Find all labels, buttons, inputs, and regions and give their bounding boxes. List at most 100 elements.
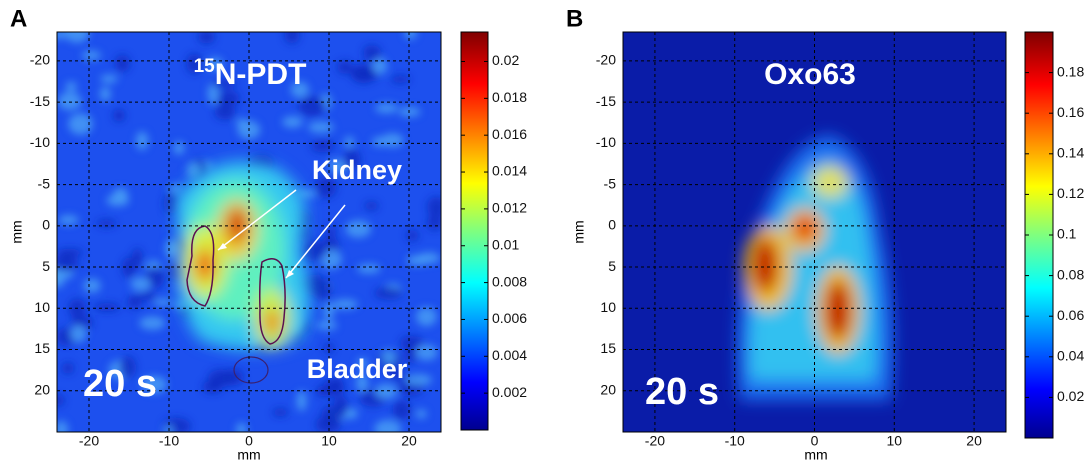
speckle [374, 383, 398, 400]
speckle [163, 192, 179, 214]
speckle [382, 349, 397, 366]
speckle [311, 139, 334, 153]
speckle [415, 344, 438, 361]
x-tick-label: 20 [966, 433, 982, 449]
panel-title: Oxo63 [764, 58, 856, 91]
speckle [374, 286, 403, 300]
speckle [186, 53, 203, 74]
x-tick-label: -20 [645, 433, 665, 449]
colorbar-tick-label: 0.004 [492, 347, 527, 363]
speckle [315, 415, 341, 432]
speckle [70, 324, 87, 343]
speckle [217, 90, 240, 107]
speckle [346, 408, 358, 419]
y-tick-label: 5 [608, 258, 616, 274]
colorbar-tick-label: 0.002 [492, 384, 527, 400]
speckle [65, 81, 77, 92]
speckle [139, 316, 166, 330]
speckle [214, 103, 236, 120]
speckle [320, 248, 342, 270]
speckle [282, 116, 303, 128]
speckle [207, 82, 219, 105]
speckle [138, 291, 157, 301]
speckle [315, 176, 337, 198]
x-tick-label: 10 [321, 433, 337, 449]
speckle [390, 75, 410, 84]
speckle [399, 335, 424, 351]
y-tick-label: -5 [38, 175, 51, 191]
speckle [427, 196, 441, 218]
colorbar-tick-label: 0.02 [492, 52, 519, 68]
speckle [352, 66, 380, 82]
speckle [81, 50, 101, 61]
colorbar-tick-label: 0.02 [1057, 388, 1084, 404]
speckle [121, 257, 137, 278]
speckle [357, 357, 368, 370]
speckle [356, 373, 369, 393]
speckle [374, 419, 402, 432]
speckle [272, 408, 289, 417]
annotation: Kidney [312, 155, 402, 185]
speckle [337, 60, 353, 74]
speckle [345, 220, 372, 238]
y-tick-label: -5 [604, 175, 617, 191]
y-tick-label: -20 [30, 52, 50, 68]
speckle [208, 369, 233, 388]
speckle [119, 356, 136, 379]
speckle [325, 226, 337, 237]
x-tick-label: -20 [79, 433, 99, 449]
speckle [300, 240, 326, 262]
colorbar-tick-label: 0.012 [492, 200, 527, 216]
speckle [57, 420, 69, 432]
y-tick-label: 10 [600, 299, 616, 315]
y-tick-label: 0 [608, 217, 616, 233]
speckle [168, 184, 183, 193]
speckle [100, 74, 118, 84]
y-tick-label: -10 [30, 134, 50, 150]
y-tick-label: -15 [30, 93, 50, 109]
speckle [363, 44, 382, 61]
colorbar-tick-label: 0.12 [1057, 185, 1084, 201]
x-tick-label: -10 [725, 433, 745, 449]
x-tick-label: 0 [245, 433, 253, 449]
speckle [308, 121, 334, 133]
speckle [57, 254, 79, 272]
y-tick-label: 15 [34, 340, 50, 356]
panel-label: B [566, 5, 583, 32]
speckle [68, 113, 93, 135]
panel-label: A [10, 5, 27, 32]
x-tick-label: 20 [401, 433, 417, 449]
speckle [197, 32, 216, 44]
speckle [164, 239, 179, 258]
colorbar-tick-label: 0.1 [1057, 226, 1077, 242]
x-tick-label: -10 [159, 433, 179, 449]
annotation: 20 s [83, 363, 157, 405]
speckle [141, 375, 168, 394]
annotation: 20 s [645, 371, 719, 413]
speckle [405, 347, 418, 363]
speckle [61, 362, 74, 374]
speckle [64, 32, 90, 43]
y-axis-label: mm [9, 220, 25, 243]
colorbar-tick-label: 0.014 [492, 163, 527, 179]
speckle [332, 299, 358, 310]
speckle [371, 136, 388, 147]
speckle [385, 366, 404, 380]
annotation: Bladder [307, 354, 408, 384]
x-axis-label: mm [804, 447, 827, 463]
speckle [296, 390, 307, 412]
speckle [427, 215, 441, 231]
speckle [357, 263, 381, 274]
y-tick-label: -10 [596, 134, 616, 150]
panel-title: 15N-PDT [194, 56, 307, 91]
speckle [57, 268, 75, 280]
speckle [364, 201, 379, 211]
speckle [94, 302, 121, 312]
y-tick-label: 0 [42, 217, 50, 233]
colorbar-tick-label: 0.008 [492, 273, 527, 289]
speckle [153, 298, 172, 307]
speckle [298, 96, 326, 117]
colorbar-tick-label: 0.01 [492, 236, 519, 252]
title: N-PDT [215, 58, 307, 91]
